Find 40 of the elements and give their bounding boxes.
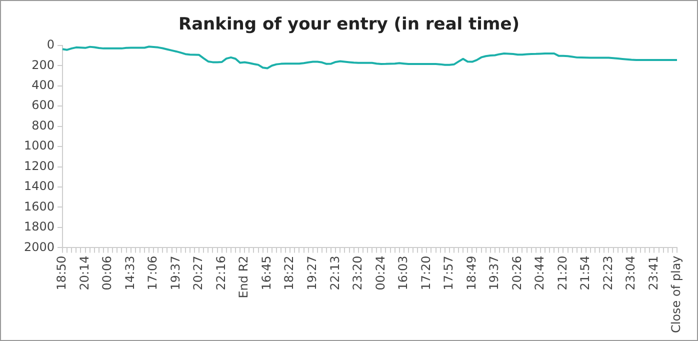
x-tick-label: 18:50 bbox=[54, 256, 69, 290]
x-tick-label: 20:27 bbox=[191, 256, 206, 290]
y-tick-label: 200 bbox=[32, 58, 55, 72]
x-tick-label: 14:33 bbox=[122, 256, 137, 290]
x-tick-label: 22:23 bbox=[600, 256, 615, 290]
y-tick-label: 1800 bbox=[24, 220, 55, 234]
x-tick-label: 23:41 bbox=[646, 256, 660, 290]
y-tick-label: 1200 bbox=[24, 158, 55, 173]
x-tick-label: 23:20 bbox=[350, 256, 365, 290]
x-tick-label: End R2 bbox=[236, 256, 251, 298]
x-tick-label: 17:57 bbox=[442, 256, 456, 290]
x-tick-label: 19:37 bbox=[168, 256, 182, 290]
x-tick-label: 00:06 bbox=[100, 256, 114, 290]
y-tick-label: 0 bbox=[46, 38, 55, 52]
y-tick-label: 2000 bbox=[24, 240, 55, 254]
y-tick-label: 600 bbox=[32, 98, 55, 112]
y-tick-label: 1000 bbox=[24, 138, 55, 153]
x-tick-label: 17:06 bbox=[146, 256, 160, 290]
x-tick-label: 22:13 bbox=[328, 256, 342, 290]
x-tick-label: 21:20 bbox=[555, 256, 570, 290]
chart-title: Ranking of your entry (in real time) bbox=[178, 14, 520, 35]
y-tick-label: 800 bbox=[32, 118, 55, 132]
x-tick-label: 18:22 bbox=[282, 256, 296, 290]
x-tick-label: 19:27 bbox=[305, 256, 319, 290]
x-tick-label: 16:45 bbox=[259, 256, 274, 290]
y-tick-label: 1600 bbox=[24, 199, 55, 214]
x-tick-label: 16:03 bbox=[396, 256, 410, 290]
x-tick-label: 18:49 bbox=[464, 256, 478, 290]
x-tick-label: 21:54 bbox=[578, 256, 592, 290]
x-tick-label: 17:20 bbox=[418, 256, 433, 290]
y-tick-label: 400 bbox=[32, 78, 55, 92]
x-tick-label: 20:26 bbox=[510, 256, 524, 290]
x-tick-label: 00:24 bbox=[373, 256, 388, 290]
x-tick-label: 20:44 bbox=[532, 256, 547, 290]
y-tick-label: 1400 bbox=[24, 179, 55, 194]
x-tick-label: 22:16 bbox=[214, 256, 228, 290]
x-tick-label: 19:37 bbox=[487, 256, 502, 290]
x-tick-label: 23:04 bbox=[624, 256, 638, 290]
x-tick-label: 20:14 bbox=[77, 256, 92, 290]
x-tick-label: Close of play bbox=[669, 256, 684, 334]
